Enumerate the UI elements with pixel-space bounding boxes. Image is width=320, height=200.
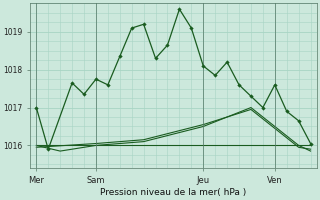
- X-axis label: Pression niveau de la mer( hPa ): Pression niveau de la mer( hPa ): [100, 188, 247, 197]
